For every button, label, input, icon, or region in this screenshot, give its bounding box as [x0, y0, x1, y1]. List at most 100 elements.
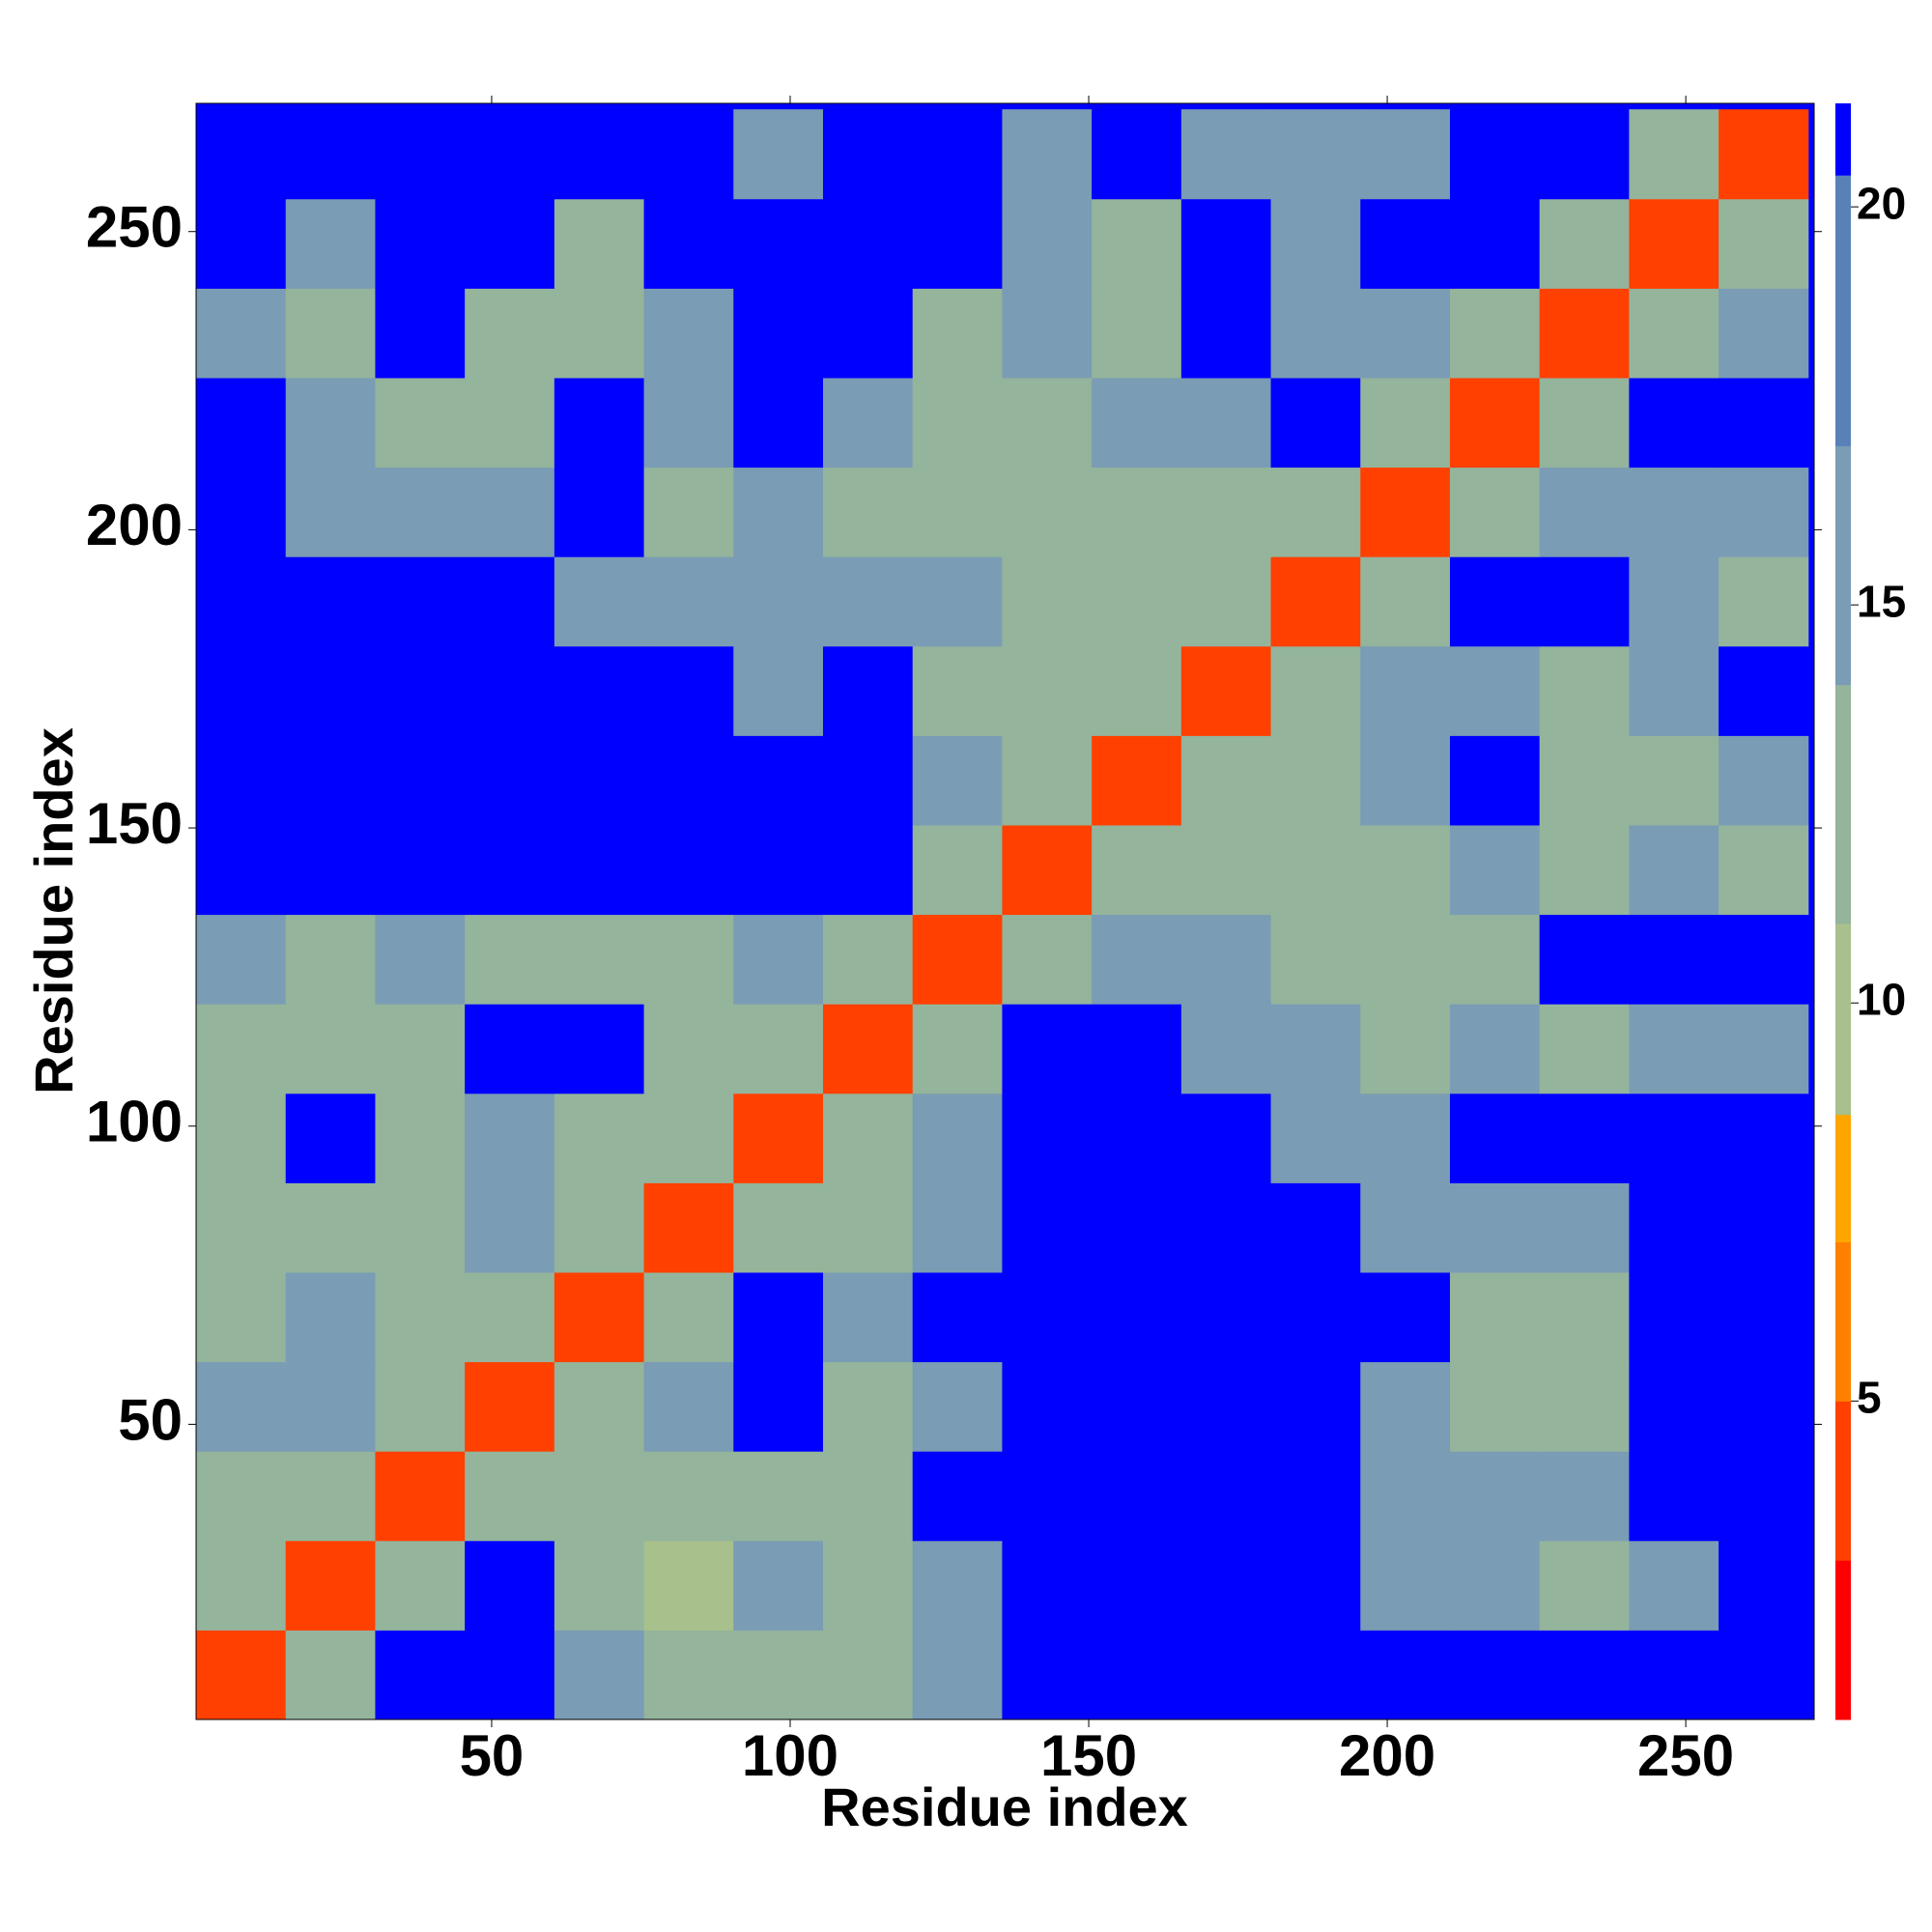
heatmap-cell — [1270, 467, 1361, 557]
heatmap-cell — [1449, 1271, 1541, 1363]
heatmap-cell — [912, 645, 1003, 736]
heatmap-cell — [1539, 1093, 1630, 1183]
heatmap-cell — [1449, 1630, 1541, 1720]
colorbar-segment — [1835, 1401, 1851, 1561]
heatmap-cell — [1092, 109, 1182, 200]
heatmap-cell — [1002, 1182, 1093, 1273]
heatmap-cell — [554, 1451, 645, 1542]
heatmap-cell — [1180, 1361, 1272, 1452]
heatmap-cell — [554, 1093, 645, 1183]
heatmap-cell — [465, 1361, 555, 1452]
heatmap-cell — [1629, 824, 1719, 916]
colorbar-segment — [1835, 1560, 1851, 1720]
heatmap-cell — [1180, 1630, 1272, 1720]
heatmap-cell — [285, 1451, 376, 1542]
heatmap-cell — [1629, 288, 1719, 379]
heatmap-cell — [196, 288, 287, 379]
heatmap-cell — [1719, 645, 1809, 736]
heatmap-cell — [1092, 1630, 1182, 1720]
colorbar-tick-label: 10 — [1857, 974, 1906, 1024]
heatmap-cell — [643, 377, 734, 469]
heatmap-cell — [1629, 1004, 1719, 1094]
heatmap-cell — [196, 1630, 287, 1720]
heatmap-cell — [285, 467, 376, 557]
heatmap-cell — [1002, 735, 1093, 826]
heatmap-cell — [1092, 1004, 1182, 1094]
heatmap-cell — [465, 735, 555, 826]
heatmap-cell — [643, 1004, 734, 1094]
heatmap-cell — [1719, 556, 1809, 647]
heatmap-cell — [554, 1630, 645, 1720]
heatmap-cell — [1002, 556, 1093, 647]
heatmap-cell — [1270, 1361, 1361, 1452]
heatmap-cell — [1270, 1451, 1361, 1542]
heatmap-cell — [822, 1540, 914, 1631]
heatmap-cell — [1002, 645, 1093, 736]
heatmap-cell — [1092, 556, 1182, 647]
heatmap-cell — [1002, 1630, 1093, 1720]
heatmap-cell — [1539, 1271, 1630, 1363]
heatmap-cell — [1539, 288, 1630, 379]
heatmap-cell — [1629, 377, 1719, 469]
heatmap-cell — [465, 1540, 555, 1631]
heatmap-cell — [554, 735, 645, 826]
plot-frame — [195, 102, 1815, 1720]
heatmap-cell — [1539, 1451, 1630, 1542]
heatmap-cell — [465, 1451, 555, 1542]
heatmap-cell — [1360, 824, 1451, 916]
heatmap-cell — [375, 824, 466, 916]
colorbar-segment — [1835, 103, 1851, 176]
heatmap-cell — [1092, 645, 1182, 736]
heatmap-cell — [375, 1004, 466, 1094]
heatmap-cell — [1449, 645, 1541, 736]
heatmap-cell — [912, 1093, 1003, 1183]
heatmap-cell — [1719, 109, 1809, 200]
heatmap-cell — [822, 735, 914, 826]
heatmap-cell — [1629, 914, 1719, 1005]
heatmap-cell — [1360, 735, 1451, 826]
heatmap-cell — [1629, 645, 1719, 736]
heatmap-cell — [1360, 1271, 1451, 1363]
heatmap-cell — [1002, 288, 1093, 379]
heatmap-cell — [1449, 1540, 1541, 1631]
colorbar-tick-label: 5 — [1857, 1373, 1882, 1423]
heatmap-cell — [733, 198, 824, 289]
heatmap-cell — [1449, 735, 1541, 826]
heatmap-cell — [643, 1182, 734, 1273]
heatmap-cell — [285, 735, 376, 826]
heatmap-cell — [1092, 735, 1182, 826]
heatmap-cell — [1629, 467, 1719, 557]
heatmap-cell — [1719, 1004, 1809, 1094]
heatmap-cell — [196, 914, 287, 1005]
heatmap-cell — [1270, 1630, 1361, 1720]
heatmap-cell — [822, 1182, 914, 1273]
heatmap-cell — [1539, 1540, 1630, 1631]
heatmap-cell — [822, 556, 914, 647]
heatmap-cell — [733, 288, 824, 379]
heatmap-cell — [1449, 556, 1541, 647]
heatmap-cell — [554, 288, 645, 379]
x-tick-label: 50 — [460, 1723, 525, 1788]
heatmap-cell — [465, 467, 555, 557]
heatmap-cell — [1629, 1361, 1719, 1452]
heatmap-cell — [375, 556, 466, 647]
heatmap-cell — [1092, 1182, 1182, 1273]
heatmap-cell — [285, 288, 376, 379]
heatmap-cell — [1180, 735, 1272, 826]
heatmap-cell — [912, 1361, 1003, 1452]
heatmap-cell — [643, 198, 734, 289]
heatmap-cell — [1719, 288, 1809, 379]
colorbar-segment — [1835, 445, 1851, 686]
heatmap-cell — [375, 467, 466, 557]
heatmap-cell — [1360, 288, 1451, 379]
heatmap-cell — [822, 1451, 914, 1542]
heatmap-cell — [1180, 824, 1272, 916]
heatmap-cell — [1539, 1182, 1630, 1273]
heatmap-cell — [822, 1271, 914, 1363]
heatmap-cell — [554, 1361, 645, 1452]
heatmap-cell — [733, 377, 824, 469]
heatmap-cell — [1180, 377, 1272, 469]
heatmap-cell — [554, 1540, 645, 1631]
heatmap-cell — [822, 824, 914, 916]
heatmap-cell — [1180, 1093, 1272, 1183]
